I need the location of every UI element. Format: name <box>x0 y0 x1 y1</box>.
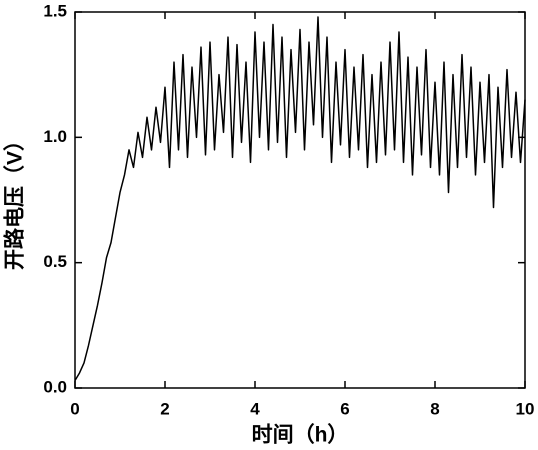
plot-frame <box>74 11 526 389</box>
x-tick-label: 10 <box>516 399 535 418</box>
x-tick-label: 2 <box>160 399 169 418</box>
x-tick-label: 4 <box>250 399 260 418</box>
y-tick-label: 0.0 <box>43 377 67 396</box>
x-tick-label: 8 <box>430 399 439 418</box>
x-axis-label: 时间（h） <box>252 423 349 447</box>
y-axis-label: 开路电压（V） <box>3 130 27 270</box>
x-tick-label: 6 <box>340 399 349 418</box>
y-tick-label: 1.0 <box>43 127 67 146</box>
y-tick-label: 0.5 <box>43 252 67 271</box>
x-tick-label: 0 <box>70 399 79 418</box>
data-line <box>74 16 526 381</box>
y-tick-label: 1.5 <box>43 1 67 20</box>
